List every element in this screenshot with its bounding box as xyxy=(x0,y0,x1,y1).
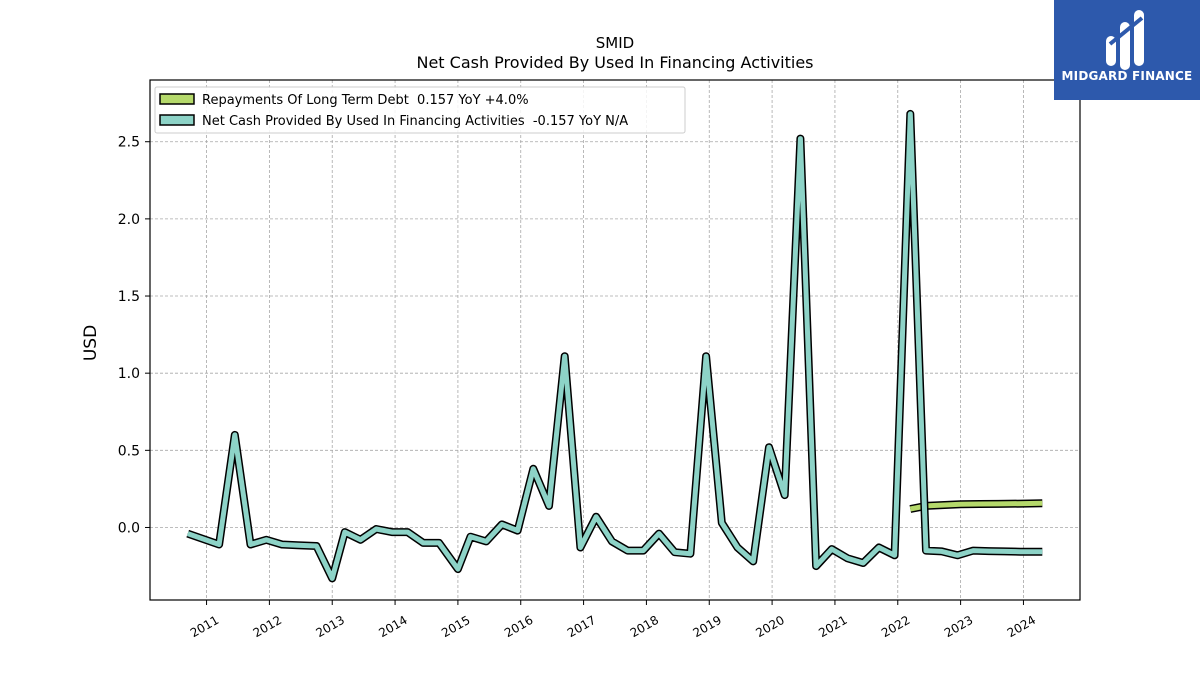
y-tick-label: 0.0 xyxy=(118,520,140,536)
legend-box xyxy=(154,86,686,134)
legend-swatch-repayments xyxy=(159,93,195,105)
midgard-finance-logo: MIDGARD FINANCE xyxy=(1054,0,1200,100)
x-tick-label: 2018 xyxy=(628,613,661,640)
x-tick-label: 2011 xyxy=(188,613,221,640)
plot-frame xyxy=(149,79,1081,601)
logo-text: MIDGARD FINANCE xyxy=(1061,69,1193,83)
series-line-0 xyxy=(909,500,1043,512)
series-line-1 xyxy=(186,111,1043,581)
legend-label-net-cash: Net Cash Provided By Used In Financing A… xyxy=(202,114,628,129)
y-tick-label: 0.5 xyxy=(118,443,140,459)
legend-swatch-net-cash xyxy=(159,114,195,126)
x-tick-label: 2024 xyxy=(1005,613,1038,640)
x-tick-label: 2022 xyxy=(879,613,912,640)
x-tick-label: 2013 xyxy=(314,613,347,640)
y-tick-label: 1.5 xyxy=(118,289,140,305)
legend-label-repayments: Repayments Of Long Term Debt 0.157 YoY +… xyxy=(202,93,529,108)
x-tick-label: 2012 xyxy=(251,613,284,640)
x-tick-label: 2017 xyxy=(565,613,598,640)
series-lines xyxy=(186,109,1043,583)
logo-mark-icon xyxy=(1106,10,1144,70)
x-tick-label: 2015 xyxy=(439,613,472,640)
x-tick-label: 2020 xyxy=(753,613,786,640)
y-tick-label: 1.0 xyxy=(118,366,140,382)
chart-title: SMID xyxy=(596,34,634,52)
x-tick-label: 2021 xyxy=(816,613,849,640)
y-tick-label: 2.0 xyxy=(118,212,140,228)
y-axis-label: USD xyxy=(81,325,101,361)
legend: Repayments Of Long Term Debt 0.157 YoY +… xyxy=(154,86,686,134)
grid-lines xyxy=(150,80,1080,600)
x-tick-label: 2016 xyxy=(502,613,535,640)
y-tick-label: 2.5 xyxy=(118,135,140,151)
x-tick-label: 2014 xyxy=(376,613,409,640)
x-tick-label: 2019 xyxy=(691,613,724,640)
x-tick-label: 2023 xyxy=(942,613,975,640)
chart-subtitle: Net Cash Provided By Used In Financing A… xyxy=(416,53,813,72)
